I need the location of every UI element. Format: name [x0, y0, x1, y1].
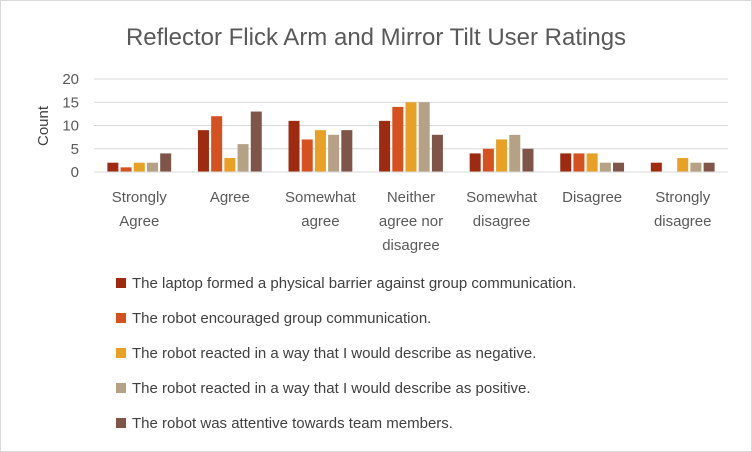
bar — [341, 130, 353, 172]
bar — [379, 120, 391, 172]
category-label: Agree — [210, 189, 250, 206]
y-tick-label: 5 — [71, 141, 79, 158]
bar — [133, 162, 145, 172]
bar — [496, 139, 508, 172]
category-label: Somewhat — [285, 189, 357, 206]
bar — [418, 102, 430, 172]
bar — [431, 134, 443, 172]
bar — [613, 162, 625, 172]
y-tick-label: 10 — [62, 118, 79, 135]
bar — [469, 153, 481, 172]
bar — [677, 158, 689, 172]
bar — [146, 162, 158, 172]
bar — [197, 130, 209, 172]
category-label: Somewhat — [466, 189, 538, 206]
legend-label: The robot reacted in a way that I would … — [132, 380, 531, 397]
legend-swatch — [116, 383, 126, 393]
category-label: Disagree — [562, 189, 622, 206]
legend-label: The robot encouraged group communication… — [132, 310, 431, 327]
legend-label: The robot reacted in a way that I would … — [132, 345, 536, 362]
bar — [573, 153, 585, 172]
category-label: Strongly — [655, 189, 711, 206]
legend-swatch — [116, 418, 126, 428]
category-label: Agree — [119, 213, 159, 230]
bar — [522, 148, 534, 172]
bar — [328, 134, 340, 172]
bar — [288, 120, 300, 172]
legend-swatch — [116, 313, 126, 323]
y-tick-label: 15 — [62, 94, 79, 111]
bar — [211, 116, 223, 172]
legend-label: The laptop formed a physical barrier aga… — [132, 275, 576, 292]
category-label: agree nor — [379, 213, 443, 230]
bar — [120, 167, 132, 172]
y-axis-ticks: 0 5 10 15 20 — [62, 71, 79, 181]
category-label: disagree — [382, 237, 440, 254]
y-axis-label: Count — [35, 105, 52, 146]
bar — [703, 162, 715, 172]
bar — [405, 102, 417, 172]
y-tick-label: 20 — [62, 71, 79, 88]
bar — [509, 134, 521, 172]
bar — [482, 148, 494, 172]
bar — [224, 158, 236, 172]
y-tick-label: 0 — [71, 164, 79, 181]
bar — [650, 162, 662, 172]
bar — [314, 130, 326, 172]
bar — [560, 153, 572, 172]
chart-title: Reflector Flick Arm and Mirror Tilt User… — [126, 24, 626, 51]
legend: The laptop formed a physical barrier aga… — [116, 275, 576, 432]
bar — [301, 139, 313, 172]
category-label: disagree — [473, 213, 531, 230]
bar — [690, 162, 702, 172]
bar — [237, 144, 249, 172]
bar — [160, 153, 172, 172]
bar — [107, 162, 119, 172]
bar — [599, 162, 611, 172]
bars — [107, 102, 715, 172]
bar — [392, 106, 404, 172]
category-label: Neither — [387, 189, 435, 206]
category-label: Strongly — [112, 189, 168, 206]
category-label: agree — [301, 213, 339, 230]
category-label: disagree — [654, 213, 712, 230]
bar — [586, 153, 598, 172]
category-labels: Strongly Agree Agree Somewhat agree Neither ag… — [112, 189, 712, 254]
legend-label: The robot was attentive towards team mem… — [132, 415, 453, 432]
bar — [250, 111, 262, 172]
legend-swatch — [116, 348, 126, 358]
legend-swatch — [116, 278, 126, 288]
